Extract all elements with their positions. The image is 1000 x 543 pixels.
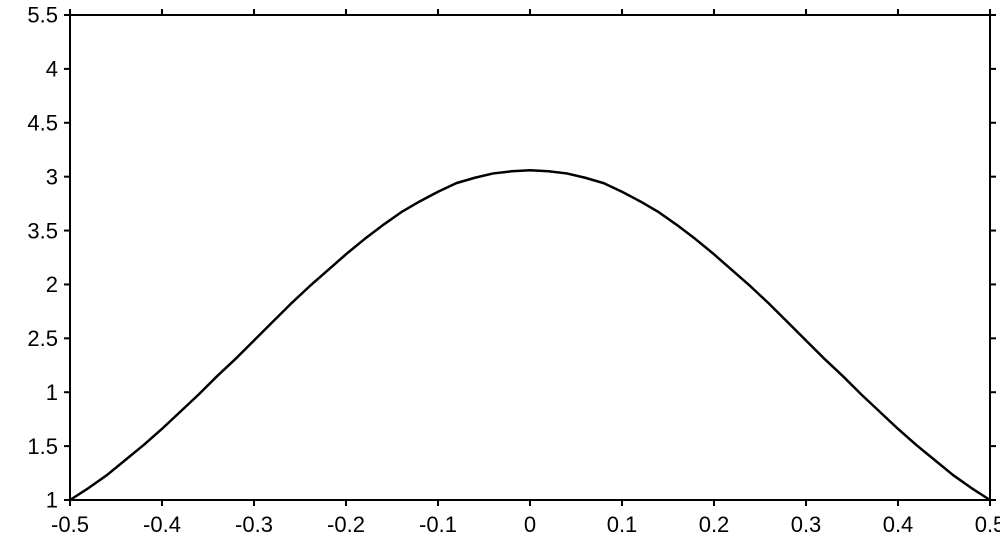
x-tick-label: 0.5 [975,512,1000,537]
line-chart: -0.5 -0.4 -0.3 -0.2 -0.1 0 0.1 0.2 0.3 0.4 0.5 5.5 4… [0,0,1000,543]
x-tick-label: 0.1 [607,512,638,537]
x-tick-label: -0.2 [327,512,365,537]
x-tick-label: 0.4 [883,512,914,537]
y-tick-label: 3 [46,164,58,189]
x-tick-label: 0.2 [699,512,730,537]
y-tick-label: 1 [46,380,58,405]
x-tick-label: 0 [524,512,536,537]
x-tick-label: -0.5 [51,512,89,537]
y-tick-label: 2.5 [27,326,58,351]
y-tick-label: 4.5 [27,110,58,135]
y-tick-label: 4 [46,57,58,82]
x-tick-label: -0.3 [235,512,273,537]
y-tick-label: 3.5 [27,218,58,243]
y-tick-label: 5.5 [27,3,58,28]
y-tick-label: 1 [46,488,58,513]
x-tick-label: -0.4 [143,512,181,537]
x-tick-label: -0.1 [419,512,457,537]
chart-svg: -0.5 -0.4 -0.3 -0.2 -0.1 0 0.1 0.2 0.3 0.4 0.5 5.5 4… [0,0,1000,543]
y-tick-label: 2 [46,272,58,297]
y-tick-label: 1.5 [27,434,58,459]
x-tick-label: 0.3 [791,512,822,537]
